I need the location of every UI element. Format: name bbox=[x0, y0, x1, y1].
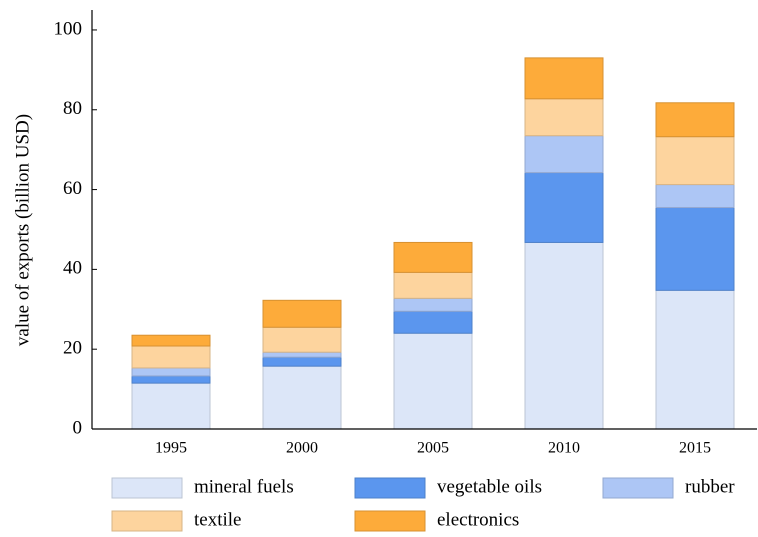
y-tick-label: 100 bbox=[54, 18, 83, 39]
y-tick-label: 40 bbox=[63, 258, 82, 279]
bar-segment bbox=[262, 326, 342, 353]
bar-segment bbox=[262, 299, 342, 328]
bar-segment bbox=[393, 332, 473, 430]
bar-segment bbox=[262, 356, 342, 367]
legend-label: textile bbox=[194, 509, 241, 530]
y-tick-label: 60 bbox=[63, 178, 82, 199]
bar-segment bbox=[655, 136, 735, 186]
bar-segment bbox=[524, 57, 604, 100]
bar-segment bbox=[131, 345, 211, 369]
x-tick-label: 2000 bbox=[286, 440, 318, 457]
y-tick-label: 0 bbox=[73, 417, 83, 438]
bar-segment bbox=[524, 98, 604, 137]
legend-swatch bbox=[111, 510, 183, 532]
bar-segment bbox=[655, 289, 735, 430]
bar-segment bbox=[524, 241, 604, 430]
y-tick-label: 20 bbox=[63, 338, 82, 359]
legend-swatch bbox=[354, 510, 426, 532]
x-tick-label: 2015 bbox=[679, 440, 711, 457]
bar-segment bbox=[262, 365, 342, 430]
bar-segment bbox=[655, 102, 735, 138]
bar-segment bbox=[524, 135, 604, 174]
y-tick-label: 80 bbox=[63, 98, 82, 119]
bar-segment bbox=[524, 172, 604, 243]
bar-segment bbox=[393, 241, 473, 273]
bar-segment bbox=[131, 382, 211, 430]
bar-segment bbox=[131, 367, 211, 377]
bar-segment bbox=[262, 351, 342, 358]
bar-segment bbox=[131, 334, 211, 347]
x-tick-label: 1995 bbox=[155, 440, 187, 457]
legend-label: mineral fuels bbox=[194, 476, 294, 497]
bar-segment bbox=[131, 375, 211, 384]
bar-segment bbox=[393, 310, 473, 334]
legend-label: vegetable oils bbox=[437, 476, 542, 497]
x-tick-label: 2010 bbox=[548, 440, 580, 457]
bar-segment bbox=[393, 297, 473, 312]
legend-swatch bbox=[602, 477, 674, 499]
legend-label: electronics bbox=[437, 509, 519, 530]
x-tick-label: 2005 bbox=[417, 440, 449, 457]
legend-swatch bbox=[111, 477, 183, 499]
bar-segment bbox=[655, 184, 735, 209]
bar-segment bbox=[655, 207, 735, 291]
y-axis-label: value of exports (billion USD) bbox=[12, 114, 33, 346]
bar-segment bbox=[393, 271, 473, 299]
legend-swatch bbox=[354, 477, 426, 499]
legend-label: rubber bbox=[685, 476, 735, 497]
